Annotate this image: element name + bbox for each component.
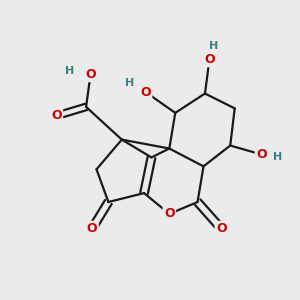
Text: O: O (164, 207, 175, 220)
Text: O: O (87, 222, 98, 235)
Text: H: H (273, 152, 282, 162)
Text: H: H (209, 41, 218, 51)
Text: H: H (124, 78, 134, 88)
Text: O: O (85, 68, 96, 81)
Text: H: H (65, 66, 74, 76)
Text: O: O (140, 85, 151, 98)
Text: O: O (51, 109, 62, 122)
Text: O: O (216, 222, 226, 235)
Text: O: O (256, 148, 267, 161)
Text: O: O (204, 53, 215, 66)
